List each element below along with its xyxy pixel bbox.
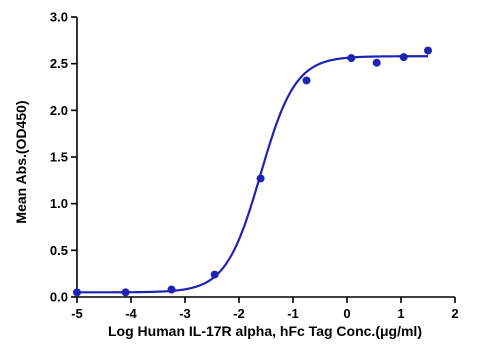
data-point [73, 288, 81, 297]
data-point [302, 76, 311, 85]
x-tick-label: -4 [125, 306, 137, 321]
fit-curve [77, 55, 428, 294]
x-tick-label: 2 [451, 306, 458, 321]
y-tick-label: 3.0 [50, 10, 68, 25]
x-tick-label: -3 [179, 306, 191, 321]
x-tick-label: -5 [71, 306, 83, 321]
y-tick-label: 2.5 [50, 56, 68, 71]
data-point [424, 46, 432, 55]
data-point [121, 288, 130, 297]
y-axis-title: Mean Abs.(OD450) [13, 100, 29, 223]
data-point [210, 270, 219, 279]
data-point [347, 54, 356, 63]
x-axis: -5 -4 -3 -2 -1 0 1 2 [71, 296, 459, 321]
data-point [256, 174, 265, 183]
y-tick-label: 0.5 [50, 243, 68, 258]
data-point [167, 285, 176, 294]
y-tick-label: 1.5 [50, 150, 68, 165]
y-tick-label: 1.0 [50, 196, 68, 211]
x-tick-label: -1 [287, 306, 299, 321]
y-axis: 0.0 0.5 1.0 1.5 2.0 2.5 3.0 [50, 10, 78, 305]
data-point [372, 58, 381, 67]
series-layer [73, 46, 432, 297]
y-tick-label: 2.0 [50, 103, 68, 118]
x-tick-label: -2 [233, 306, 245, 321]
x-tick-label: 0 [343, 306, 350, 321]
data-point [399, 53, 408, 62]
x-axis-title: Log Human IL-17R alpha, hFc Tag Conc.(μg… [108, 323, 422, 339]
x-tick-label: 1 [397, 306, 404, 321]
y-tick-label: 0.0 [50, 290, 68, 305]
